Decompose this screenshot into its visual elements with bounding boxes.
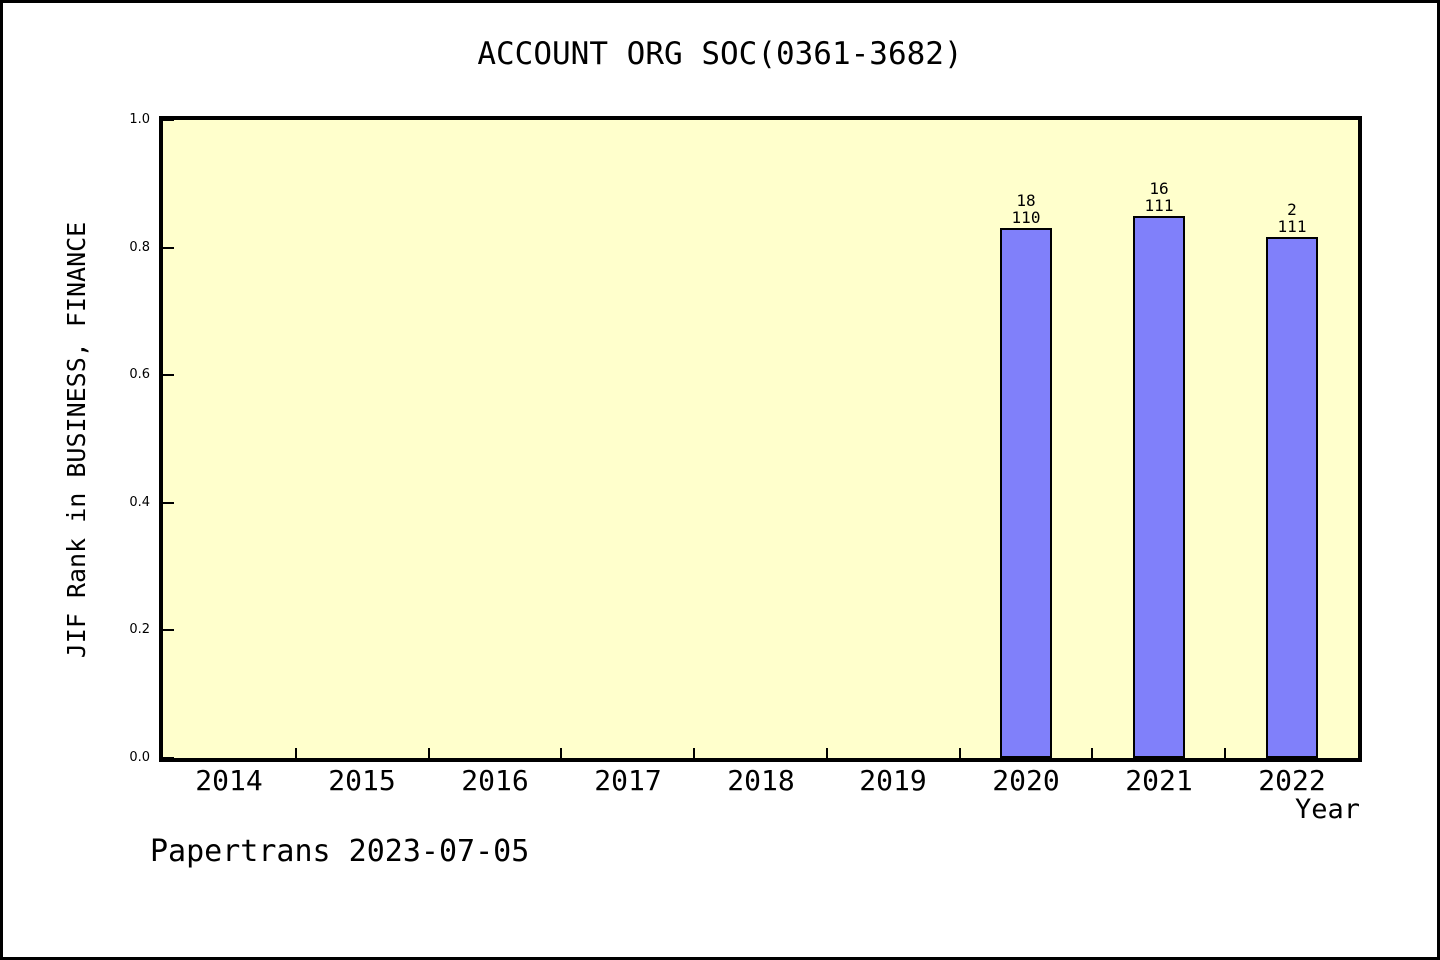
x-tick-label: 2022 [1258, 764, 1326, 797]
y-tick-label: 0.0 [129, 750, 150, 765]
x-tick-mark [560, 748, 562, 758]
chart-title: ACCOUNT ORG SOC(0361-3682) [477, 36, 963, 72]
x-tick-label: 2016 [461, 764, 529, 797]
x-tick-mark [295, 748, 297, 758]
bar [1000, 228, 1052, 758]
x-tick-mark [1224, 748, 1226, 758]
bar-value-label: 2 111 [1242, 201, 1342, 235]
x-tick-mark [826, 748, 828, 758]
y-tick-label: 0.4 [129, 495, 150, 510]
y-tick-label: 0.2 [129, 622, 150, 637]
x-tick-label: 2018 [727, 764, 795, 797]
y-tick-label: 0.6 [129, 367, 150, 382]
bar-rank-denominator: 111 [1277, 217, 1307, 236]
x-tick-label: 2014 [195, 764, 263, 797]
x-tick-label: 2017 [594, 764, 662, 797]
x-tick-mark [1091, 748, 1093, 758]
x-tick-label: 2021 [1125, 764, 1193, 797]
x-axis-label: Year [1294, 794, 1360, 825]
y-tick-mark [163, 247, 174, 249]
y-tick-mark [163, 757, 174, 758]
y-tick-label: 1.0 [129, 112, 150, 127]
y-tick-label: 0.8 [129, 240, 150, 255]
bar-rank-numerator: 16 [1149, 179, 1169, 198]
y-tick-mark [163, 629, 174, 631]
bar-rank-numerator: 2 [1287, 200, 1297, 219]
x-tick-label: 2019 [859, 764, 927, 797]
bar [1266, 237, 1318, 758]
bar [1133, 216, 1185, 758]
y-tick-mark [163, 120, 174, 121]
y-tick-mark [163, 374, 174, 376]
x-tick-label: 2020 [992, 764, 1060, 797]
plot-area: 18 110 16 111 2 111 [159, 116, 1362, 762]
x-tick-mark [959, 748, 961, 758]
bar-rank-numerator: 18 [1016, 191, 1036, 210]
bar-rank-denominator: 110 [1011, 208, 1041, 227]
bar-rank-denominator: 111 [1144, 196, 1174, 215]
x-tick-mark [693, 748, 695, 758]
x-tick-mark [428, 748, 430, 758]
y-axis-label: JIF Rank in BUSINESS, FINANCE [62, 221, 91, 659]
x-tick-label: 2015 [328, 764, 396, 797]
bar-value-label: 16 111 [1109, 180, 1209, 214]
y-tick-mark [163, 502, 174, 504]
footer-watermark: Papertrans 2023-07-05 [150, 834, 530, 869]
bar-value-label: 18 110 [976, 192, 1076, 226]
